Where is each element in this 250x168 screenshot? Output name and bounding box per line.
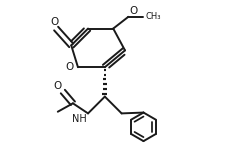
Text: O: O bbox=[129, 6, 138, 16]
Text: O: O bbox=[54, 81, 62, 91]
Text: O: O bbox=[50, 17, 58, 27]
Text: CH₃: CH₃ bbox=[145, 12, 161, 21]
Text: NH: NH bbox=[72, 114, 87, 124]
Text: O: O bbox=[66, 62, 74, 72]
